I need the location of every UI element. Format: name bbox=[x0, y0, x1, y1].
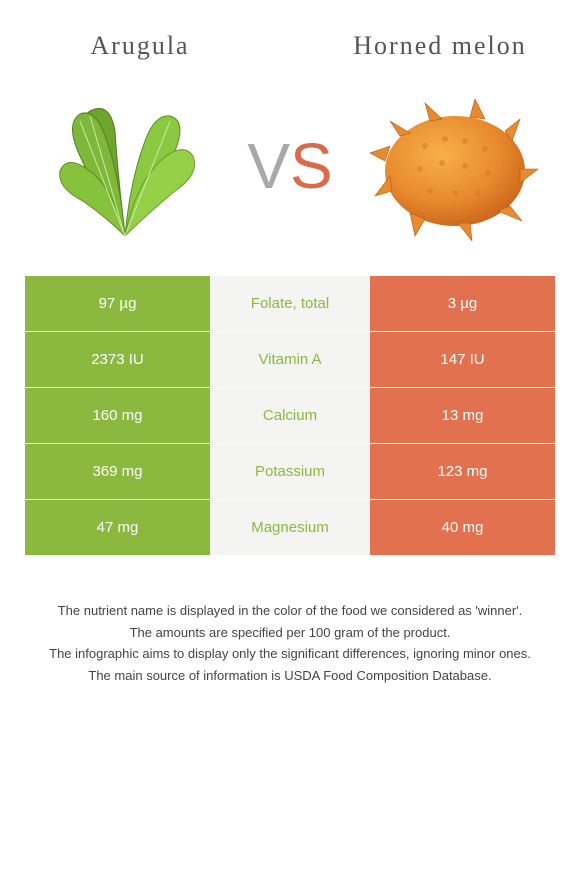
table-row: 97 µgFolate, total3 µg bbox=[25, 276, 555, 332]
title-right: Horned melon bbox=[340, 30, 540, 61]
header-row: Arugula Horned melon bbox=[0, 0, 580, 71]
vs-label: VS bbox=[247, 134, 332, 198]
footnote-line: The nutrient name is displayed in the co… bbox=[30, 601, 550, 621]
arugula-image bbox=[30, 81, 220, 251]
nutrient-label: Vitamin A bbox=[210, 332, 370, 387]
title-left: Arugula bbox=[40, 31, 240, 61]
value-left: 369 mg bbox=[25, 444, 210, 499]
vs-letter-s: S bbox=[290, 130, 333, 202]
nutrient-label: Potassium bbox=[210, 444, 370, 499]
table-row: 369 mgPotassium123 mg bbox=[25, 444, 555, 500]
footnote-line: The main source of information is USDA F… bbox=[30, 666, 550, 686]
value-right: 40 mg bbox=[370, 500, 555, 555]
value-left: 160 mg bbox=[25, 388, 210, 443]
nutrient-label: Folate, total bbox=[210, 276, 370, 331]
horned-melon-image bbox=[360, 81, 550, 251]
value-right: 147 IU bbox=[370, 332, 555, 387]
footnote-line: The infographic aims to display only the… bbox=[30, 644, 550, 664]
vs-letter-v: V bbox=[247, 130, 290, 202]
value-left: 2373 IU bbox=[25, 332, 210, 387]
value-left: 47 mg bbox=[25, 500, 210, 555]
value-left: 97 µg bbox=[25, 276, 210, 331]
value-right: 13 mg bbox=[370, 388, 555, 443]
nutrient-table: 97 µgFolate, total3 µg2373 IUVitamin A14… bbox=[25, 276, 555, 556]
footnote-line: The amounts are specified per 100 gram o… bbox=[30, 623, 550, 643]
footnotes: The nutrient name is displayed in the co… bbox=[30, 601, 550, 685]
table-row: 160 mgCalcium13 mg bbox=[25, 388, 555, 444]
image-row: VS bbox=[0, 71, 580, 276]
nutrient-label: Magnesium bbox=[210, 500, 370, 555]
value-right: 3 µg bbox=[370, 276, 555, 331]
table-row: 2373 IUVitamin A147 IU bbox=[25, 332, 555, 388]
nutrient-label: Calcium bbox=[210, 388, 370, 443]
table-row: 47 mgMagnesium40 mg bbox=[25, 500, 555, 556]
value-right: 123 mg bbox=[370, 444, 555, 499]
